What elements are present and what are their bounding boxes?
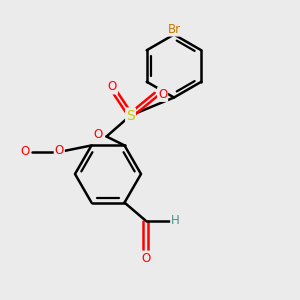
- Text: O: O: [158, 88, 167, 101]
- Text: O: O: [55, 143, 64, 157]
- Text: O: O: [108, 80, 117, 94]
- Text: O: O: [94, 128, 103, 142]
- Text: O: O: [141, 251, 150, 265]
- Text: Br: Br: [167, 22, 181, 36]
- Text: O: O: [21, 145, 30, 158]
- Text: S: S: [126, 109, 135, 122]
- Text: H: H: [171, 214, 180, 227]
